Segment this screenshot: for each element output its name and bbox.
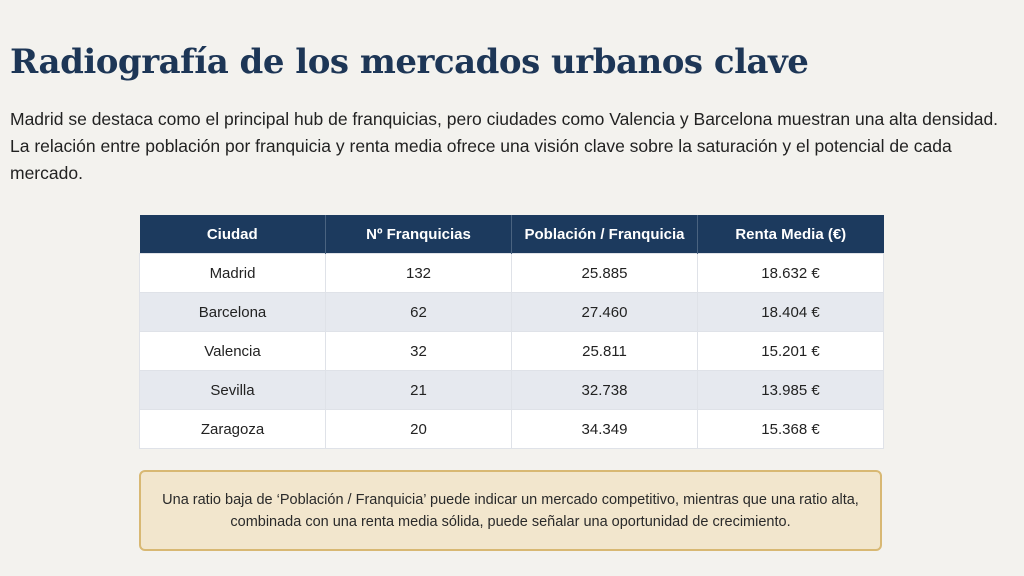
insight-note-text: Una ratio baja de ‘Población / Franquici… bbox=[162, 491, 859, 530]
table-cell: Madrid bbox=[139, 253, 326, 293]
table-row: Sevilla 21 32.738 13.985 € bbox=[139, 370, 884, 410]
column-header-average-income: Renta Media (€) bbox=[697, 215, 884, 254]
table-row: Zaragoza 20 34.349 15.368 € bbox=[139, 409, 884, 449]
column-header-franchises: Nº Franquicias bbox=[325, 215, 512, 254]
table-cell: 18.632 € bbox=[697, 253, 884, 293]
table-cell: Sevilla bbox=[139, 370, 326, 410]
table-header-row: Ciudad Nº Franquicias Población / Franqu… bbox=[139, 215, 884, 254]
table-cell: Barcelona bbox=[139, 292, 326, 332]
page-title: Radiografía de los mercados urbanos clav… bbox=[10, 42, 809, 82]
insight-note: Una ratio baja de ‘Población / Franquici… bbox=[139, 470, 882, 551]
column-header-population-per-franchise: Población / Franquicia bbox=[511, 215, 698, 254]
table-cell: 132 bbox=[325, 253, 512, 293]
table-cell: 34.349 bbox=[511, 409, 698, 449]
table-cell: 32.738 bbox=[511, 370, 698, 410]
table-row: Barcelona 62 27.460 18.404 € bbox=[139, 292, 884, 332]
table-cell: Zaragoza bbox=[139, 409, 326, 449]
table-cell: 62 bbox=[325, 292, 512, 332]
table-cell: 21 bbox=[325, 370, 512, 410]
table-cell: 13.985 € bbox=[697, 370, 884, 410]
column-header-city: Ciudad bbox=[139, 215, 326, 254]
table-cell: Valencia bbox=[139, 331, 326, 371]
table-cell: 32 bbox=[325, 331, 512, 371]
table-cell: 25.811 bbox=[511, 331, 698, 371]
table-cell: 25.885 bbox=[511, 253, 698, 293]
table-cell: 18.404 € bbox=[697, 292, 884, 332]
table-row: Madrid 132 25.885 18.632 € bbox=[139, 253, 884, 293]
table-cell: 15.368 € bbox=[697, 409, 884, 449]
table-row: Valencia 32 25.811 15.201 € bbox=[139, 331, 884, 371]
table-cell: 15.201 € bbox=[697, 331, 884, 371]
table-cell: 20 bbox=[325, 409, 512, 449]
markets-table: Ciudad Nº Franquicias Población / Franqu… bbox=[139, 215, 884, 449]
table-cell: 27.460 bbox=[511, 292, 698, 332]
intro-paragraph: Madrid se destaca como el principal hub … bbox=[10, 109, 999, 183]
